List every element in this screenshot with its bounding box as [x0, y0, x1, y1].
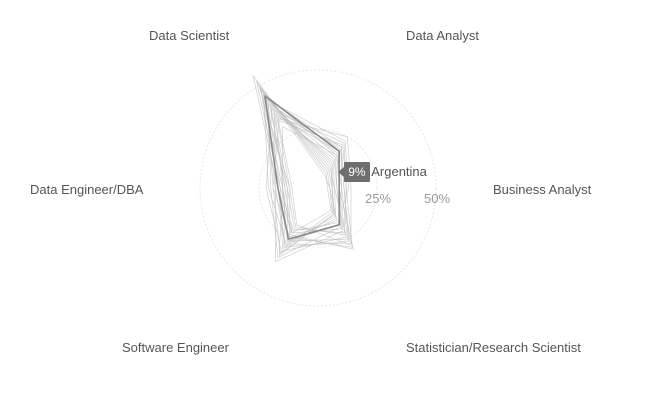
axis-label-4: Statistician/Research Scientist: [406, 340, 581, 355]
axis-label-3: Business Analyst: [493, 182, 592, 197]
axis-label-6: Data Engineer/DBA: [30, 182, 144, 197]
series-line-17[interactable]: [265, 107, 347, 252]
series-line-4[interactable]: [270, 105, 342, 234]
series-line-10[interactable]: [277, 118, 352, 246]
radial-tick-2: 50%: [424, 191, 451, 206]
hover-series-label: Argentina: [371, 164, 427, 179]
grid-circle-2: [199, 69, 437, 307]
series-line-2[interactable]: [256, 81, 333, 250]
radar-grid: [199, 69, 437, 307]
radar-series: [252, 75, 354, 262]
series-line-3[interactable]: [261, 89, 337, 246]
series-line-7[interactable]: [258, 85, 338, 238]
axis-label-2: Data Analyst: [406, 28, 479, 43]
radial-tick-1: 25%: [365, 191, 392, 206]
axis-label-1: Data Scientist: [149, 28, 230, 43]
series-line-6[interactable]: [265, 97, 334, 254]
series-line-9[interactable]: [268, 101, 341, 258]
axis-label-5: Software Engineer: [122, 340, 229, 355]
series-line-1[interactable]: [264, 95, 341, 240]
series-line-5[interactable]: [275, 114, 348, 242]
series-line-8[interactable]: [272, 109, 347, 234]
hover-value-badge: 9%: [338, 162, 370, 182]
series-line-11[interactable]: [263, 93, 335, 244]
